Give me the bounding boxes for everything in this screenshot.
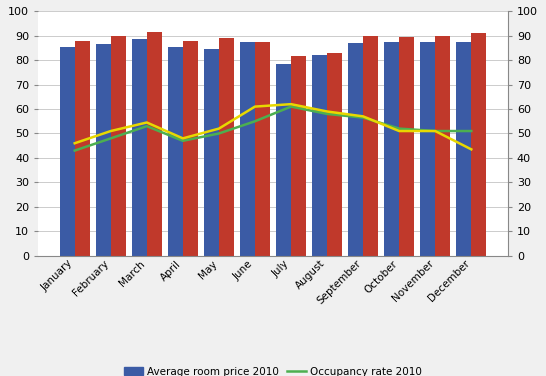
Legend: Average room price 2010, Average room price 2011, Occupancy rate 2010, Occupancy: Average room price 2010, Average room pr… <box>121 364 425 376</box>
Bar <box>312 55 327 256</box>
Bar <box>60 47 75 256</box>
Bar <box>456 42 471 256</box>
Bar <box>348 43 363 256</box>
Bar <box>384 42 399 256</box>
Bar <box>168 47 183 256</box>
Bar <box>75 41 90 256</box>
Bar <box>96 44 111 256</box>
Bar <box>363 36 378 256</box>
Bar <box>327 53 342 256</box>
Bar <box>420 42 435 256</box>
Bar <box>204 49 219 256</box>
Bar <box>240 42 255 256</box>
Bar <box>147 32 162 256</box>
Bar <box>435 36 450 256</box>
Bar <box>111 36 126 256</box>
Bar <box>255 42 270 256</box>
Bar <box>132 39 147 256</box>
Bar <box>183 41 198 256</box>
Bar <box>219 38 234 256</box>
Bar <box>399 37 414 256</box>
Bar <box>471 33 486 256</box>
Bar <box>276 64 291 256</box>
Bar <box>291 56 306 256</box>
